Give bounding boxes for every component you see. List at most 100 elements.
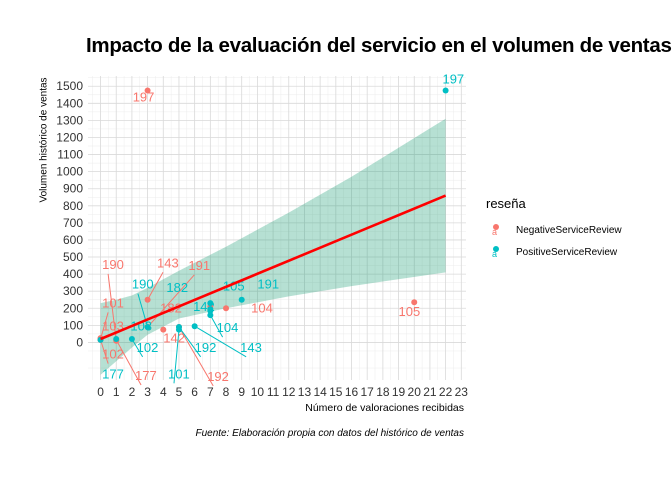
y-tick-label: 500 [63, 250, 83, 264]
y-tick-label: 1100 [57, 148, 83, 162]
y-tick-label: 300 [63, 284, 83, 298]
data-point [160, 326, 167, 333]
x-tick-label: 16 [345, 385, 359, 399]
x-tick-label: 10 [251, 385, 265, 399]
y-tick-label: 0 [76, 335, 83, 349]
data-point [175, 324, 182, 331]
y-tick-label: 1200 [56, 130, 83, 144]
y-tick-label: 400 [63, 267, 83, 281]
point-label: 101 [168, 366, 190, 381]
label-leader-line [115, 339, 142, 386]
legend-item-negative: a NegativeServiceReview [486, 219, 622, 241]
legend-label-positive: PositiveServiceReview [516, 246, 618, 258]
point-label: 101 [102, 295, 124, 310]
legend: reseña a NegativeServiceReview a Positiv… [486, 196, 622, 263]
chart-title: Impacto de la evaluación del servicio en… [86, 34, 672, 57]
data-point [207, 300, 214, 307]
y-tick-label: 600 [63, 233, 83, 247]
label-leader-line [107, 273, 117, 341]
label-leader-line [147, 274, 195, 328]
legend-title: reseña [486, 196, 526, 211]
y-tick-label: 1300 [56, 113, 83, 127]
point-label: 182 [166, 280, 188, 295]
point-label: 104 [251, 301, 273, 316]
point-label: 190 [102, 257, 124, 272]
y-tick-label: 900 [63, 182, 83, 196]
x-tick-label: 9 [238, 385, 245, 399]
axis-ticks: 0 1 2 3 4 5 6 7 8 9 10 11 12 13 14 15 16 17 18 19 20 21 22 2301… [56, 79, 468, 399]
x-tick-label: 4 [160, 385, 167, 399]
y-tick-label: 200 [63, 301, 83, 315]
x-tick-label: 14 [313, 385, 327, 399]
data-point [207, 307, 214, 314]
point-label: 177 [102, 366, 124, 381]
data-point [442, 87, 449, 94]
data-point [144, 87, 151, 94]
point-label: 197 [442, 72, 464, 87]
point-label: 102 [102, 347, 124, 362]
point-label: 192 [195, 340, 217, 355]
y-axis-label: Volumen histórico de ventas [38, 77, 50, 203]
label-leader-line [194, 325, 247, 358]
x-tick-label: 12 [282, 385, 296, 399]
point-label: 102 [137, 340, 159, 355]
legend-label-negative: NegativeServiceReview [516, 224, 622, 236]
data-points [97, 87, 449, 344]
point-label: 104 [217, 320, 239, 335]
data-point [223, 305, 230, 312]
x-tick-label: 11 [267, 385, 280, 399]
trend-line [100, 194, 447, 341]
legend-key-negative: a [486, 220, 506, 240]
data-point [144, 296, 151, 303]
x-tick-label: 1 [113, 385, 120, 399]
x-tick-label: 13 [298, 385, 312, 399]
point-label: 143 [240, 340, 262, 355]
point-label: 192 [207, 369, 229, 384]
point-label: 191 [257, 277, 279, 292]
data-point [411, 299, 418, 306]
x-tick-label: 0 [97, 385, 104, 399]
x-tick-label: 15 [329, 385, 343, 399]
point-label: 197 [133, 90, 155, 105]
x-tick-label: 18 [376, 385, 390, 399]
label-leader-line [173, 329, 180, 384]
x-tick-label: 8 [223, 385, 230, 399]
legend-key-positive: a [486, 242, 506, 262]
x-tick-label: 20 [408, 385, 422, 399]
x-tick-label: 2 [129, 385, 136, 399]
x-tick-label: 22 [439, 385, 453, 399]
label-leader-line [178, 326, 214, 387]
x-tick-label: 5 [176, 385, 183, 399]
data-point [128, 336, 135, 343]
x-tick-label: 7 [207, 385, 214, 399]
x-tick-label: 3 [144, 385, 151, 399]
label-leader-line [147, 272, 164, 300]
data-point [191, 323, 198, 330]
y-tick-label: 1000 [56, 165, 83, 179]
point-label: 105 [399, 304, 421, 319]
point-label: 177 [135, 368, 157, 383]
label-leader-line [178, 326, 202, 358]
x-axis-label: Número de valoraciones recibidas [305, 402, 464, 414]
y-tick-label: 800 [63, 199, 83, 213]
y-tick-label: 1400 [56, 96, 83, 110]
point-label: 143 [157, 255, 179, 270]
data-point [207, 312, 214, 319]
chart-caption: Fuente: Elaboración propia con datos del… [195, 428, 464, 439]
label-leader-line [209, 314, 224, 338]
y-tick-label: 700 [63, 216, 83, 230]
confidence-band [100, 118, 446, 375]
x-tick-label: 19 [392, 385, 406, 399]
x-tick-label: 17 [361, 385, 375, 399]
data-point [113, 336, 120, 343]
y-tick-label: 1500 [56, 79, 83, 93]
x-tick-label: 6 [191, 385, 198, 399]
label-leader-line [131, 338, 144, 358]
data-point [144, 324, 151, 331]
point-label: 103 [102, 318, 124, 333]
label-leader-line [100, 339, 109, 364]
x-tick-label: 23 [455, 385, 469, 399]
x-tick-label: 21 [423, 385, 437, 399]
label-leader-line [100, 312, 109, 340]
